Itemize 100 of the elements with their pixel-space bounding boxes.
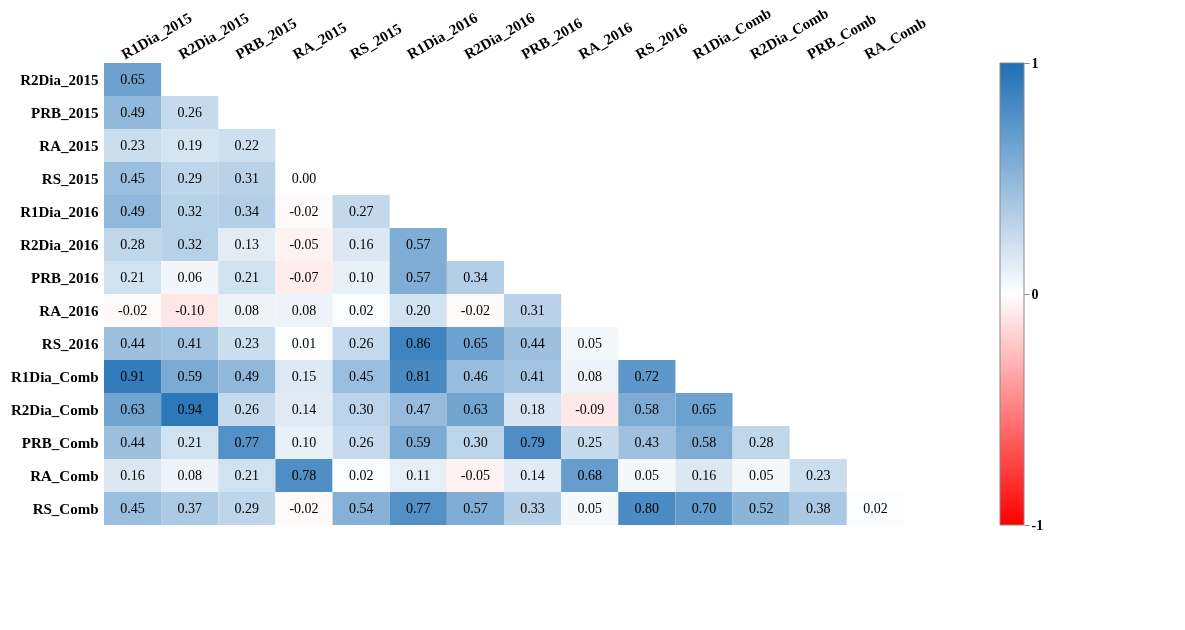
- y-tick-label: RS_2015: [41, 170, 99, 187]
- data-label: 0.33: [520, 500, 545, 516]
- y-tick-label: RA_2015: [39, 137, 99, 154]
- data-label: 0.70: [691, 500, 717, 516]
- data-label: 0.49: [234, 368, 260, 384]
- data-label: 0.05: [577, 335, 602, 351]
- data-label: 0.27: [348, 203, 374, 219]
- data-label: 0.58: [691, 434, 717, 450]
- data-label: 0.32: [177, 236, 202, 252]
- data-label: 0.79: [520, 434, 545, 450]
- data-label: 0.23: [234, 335, 260, 351]
- data-label: 0.54: [348, 500, 374, 516]
- data-label: 0.47: [406, 401, 431, 417]
- data-label: 0.08: [234, 302, 260, 318]
- data-label: 0.05: [577, 500, 602, 516]
- y-tick-label: RS_2016: [41, 335, 99, 352]
- color-bar-label: 1: [1031, 55, 1039, 71]
- data-label: 0.23: [806, 467, 831, 483]
- data-label: 0.01: [291, 335, 317, 351]
- data-label: 0.02: [348, 467, 374, 483]
- data-label: -0.09: [575, 401, 605, 417]
- data-label: 0.32: [177, 203, 202, 219]
- data-label: 0.68: [577, 467, 602, 483]
- y-tick-label: R2Dia_2015: [20, 71, 99, 88]
- y-tick-label: R1Dia_Comb: [10, 368, 99, 385]
- data-label: 0.21: [177, 434, 202, 450]
- data-label: 0.43: [634, 434, 660, 450]
- data-label: 0.23: [120, 137, 145, 153]
- y-tick-label: R1Dia_2016: [20, 203, 99, 220]
- data-label: 0.30: [348, 401, 374, 417]
- data-label: 0.72: [634, 368, 660, 384]
- data-label: -0.07: [289, 269, 319, 285]
- data-label: -0.05: [289, 236, 319, 252]
- data-label: 0.44: [120, 335, 145, 351]
- data-label: -0.02: [460, 302, 491, 318]
- data-label: 0.65: [463, 335, 488, 351]
- data-label: 0.16: [348, 236, 374, 252]
- data-label: 0.16: [120, 467, 145, 483]
- data-label: 0.21: [234, 467, 260, 483]
- data-label: 0.45: [120, 500, 145, 516]
- data-label: 0.91: [120, 368, 145, 384]
- data-label: 0.28: [120, 236, 145, 252]
- data-label: 0.59: [406, 434, 431, 450]
- data-label: 0.25: [577, 434, 602, 450]
- data-label: 0.77: [406, 500, 431, 516]
- data-label: 0.08: [291, 302, 317, 318]
- data-label: 0.11: [406, 467, 431, 483]
- data-label: 0.21: [234, 269, 260, 285]
- data-label: 0.57: [406, 269, 431, 285]
- data-label: 0.19: [177, 137, 202, 153]
- y-tick-label: R2Dia_2016: [20, 236, 99, 253]
- data-label: 0.59: [177, 368, 202, 384]
- data-label: 0.46: [463, 368, 488, 384]
- data-label: 0.14: [291, 401, 317, 417]
- color-bar-label: -1: [1031, 517, 1044, 533]
- data-label: -0.02: [289, 203, 319, 219]
- data-label: 0.45: [120, 170, 145, 186]
- data-label: 0.21: [120, 269, 145, 285]
- data-label: 0.44: [520, 335, 545, 351]
- data-label: -0.05: [460, 467, 491, 483]
- y-tick-label: RS_Comb: [32, 500, 99, 517]
- data-label: 0.20: [406, 302, 431, 318]
- data-label: 0.57: [406, 236, 431, 252]
- data-label: -0.10: [175, 302, 205, 318]
- data-label: 0.18: [520, 401, 545, 417]
- data-label: -0.02: [117, 302, 148, 318]
- y-tick-label: RA_Comb: [30, 467, 99, 484]
- data-label: 0.08: [177, 467, 202, 483]
- data-label: 0.38: [806, 500, 831, 516]
- y-tick-label: PRB_2015: [31, 104, 99, 121]
- data-label: 0.63: [120, 401, 145, 417]
- data-label: 0.65: [120, 71, 145, 87]
- data-label: 0.05: [748, 467, 774, 483]
- data-label: 0.28: [748, 434, 774, 450]
- data-label: 0.02: [863, 500, 888, 516]
- data-label: 0.08: [577, 368, 602, 384]
- data-label: 0.10: [291, 434, 317, 450]
- data-label: 0.31: [234, 170, 260, 186]
- data-label: 0.65: [691, 401, 717, 417]
- data-label: 0.26: [348, 434, 374, 450]
- data-label: 0.34: [463, 269, 488, 285]
- y-tick-label: RA_2016: [39, 302, 99, 319]
- data-label: 0.57: [463, 500, 488, 516]
- data-label: 0.02: [348, 302, 374, 318]
- data-label: 0.22: [234, 137, 260, 153]
- data-label: 0.77: [234, 434, 260, 450]
- data-label: 0.00: [291, 170, 317, 186]
- data-label: 0.10: [348, 269, 374, 285]
- data-label: 0.30: [463, 434, 488, 450]
- data-label: 0.52: [748, 500, 774, 516]
- data-label: 0.26: [348, 335, 374, 351]
- data-label: 0.26: [234, 401, 260, 417]
- data-label: 0.41: [520, 368, 545, 384]
- data-label: 0.41: [177, 335, 202, 351]
- data-label: 0.78: [291, 467, 317, 483]
- data-label: -0.02: [289, 500, 319, 516]
- y-tick-label: PRB_2016: [31, 269, 99, 286]
- data-label: 0.15: [291, 368, 317, 384]
- data-label: 0.31: [520, 302, 545, 318]
- data-label: 0.81: [406, 368, 431, 384]
